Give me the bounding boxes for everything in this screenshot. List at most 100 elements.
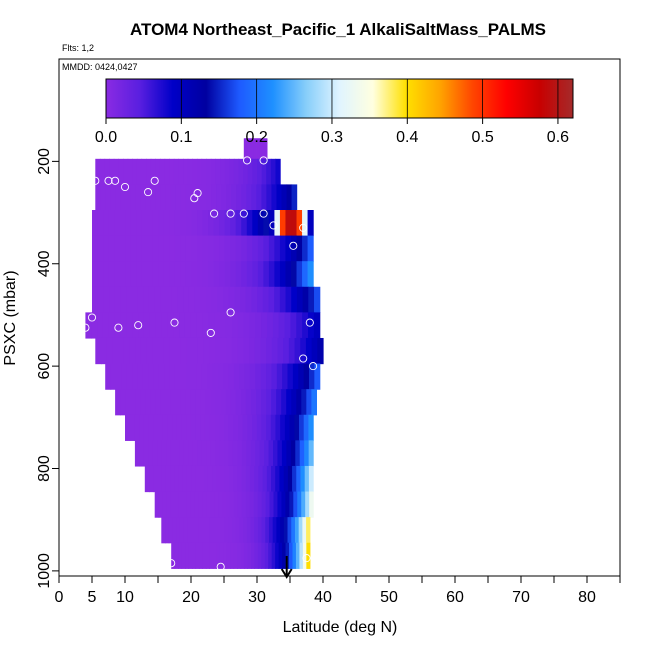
heatmap-cell bbox=[194, 286, 201, 313]
heatmap-cell bbox=[103, 235, 110, 262]
heatmap-cell bbox=[113, 158, 119, 186]
heatmap-cell bbox=[274, 261, 281, 288]
heatmap-cell bbox=[247, 542, 252, 569]
heatmap-cell bbox=[243, 312, 251, 339]
heatmap-cell bbox=[143, 414, 150, 441]
heatmap-cell bbox=[188, 286, 196, 313]
heatmap-cell bbox=[141, 158, 147, 186]
heatmap-cell bbox=[224, 465, 230, 493]
heatmap-cell bbox=[147, 261, 154, 288]
heatmap-cell bbox=[231, 184, 237, 211]
heatmap-cell bbox=[291, 184, 298, 211]
heatmap-cell bbox=[250, 440, 256, 467]
heatmap-cell bbox=[246, 184, 252, 211]
heatmap-cell bbox=[190, 491, 195, 518]
heatmap-cell bbox=[178, 465, 184, 493]
heatmap-cell bbox=[254, 465, 260, 493]
heatmap-cell bbox=[274, 210, 281, 237]
heatmap-cell bbox=[231, 517, 237, 544]
heatmap-cell bbox=[179, 312, 186, 339]
heatmap-cell bbox=[306, 542, 311, 569]
heatmap-cell bbox=[216, 184, 222, 211]
heatmap-cell bbox=[263, 235, 270, 262]
heatmap-cell bbox=[289, 414, 295, 441]
heatmap-cell bbox=[119, 210, 126, 237]
x-tick-label: 5 bbox=[88, 589, 97, 606]
heatmap-cell bbox=[161, 312, 169, 339]
heatmap-cell bbox=[194, 491, 199, 518]
data-point bbox=[81, 323, 90, 332]
heatmap-cell bbox=[161, 517, 166, 544]
heatmap-cell bbox=[208, 210, 215, 237]
heatmap-cell bbox=[313, 312, 321, 339]
heatmap-cell bbox=[279, 210, 287, 237]
heatmap-cell bbox=[123, 158, 129, 186]
heatmap-cell bbox=[255, 363, 262, 390]
heatmap-cell bbox=[308, 286, 315, 313]
heatmap-cell bbox=[241, 465, 247, 493]
heatmap-cell bbox=[292, 542, 297, 569]
heatmap-cell bbox=[136, 210, 143, 237]
heatmap-cell bbox=[308, 363, 315, 390]
heatmap-cell bbox=[256, 414, 262, 441]
heatmap-cell bbox=[220, 465, 226, 493]
heatmap-cell bbox=[211, 184, 217, 211]
heatmap-cell bbox=[210, 158, 217, 186]
heatmap-cell bbox=[239, 517, 244, 544]
heatmap-cell bbox=[245, 465, 251, 493]
heatmap-cell bbox=[250, 542, 255, 569]
heatmap-cell bbox=[143, 440, 149, 467]
heatmap-cell bbox=[270, 158, 277, 186]
heatmap-cell bbox=[153, 363, 160, 390]
heatmap-cell bbox=[274, 286, 281, 313]
heatmap-cell bbox=[202, 210, 209, 237]
heatmap-cell bbox=[130, 210, 137, 237]
x-tick-label: 20 bbox=[182, 589, 200, 606]
heatmap-cell bbox=[281, 491, 286, 518]
heatmap-cell bbox=[281, 184, 288, 211]
heatmap-cell bbox=[127, 158, 133, 186]
heatmap-cell bbox=[140, 389, 146, 416]
heatmap-cell bbox=[242, 414, 248, 441]
heatmap-cell bbox=[199, 465, 205, 493]
heatmap-cell bbox=[301, 491, 306, 518]
heatmap-cell bbox=[304, 440, 310, 467]
colorbar-tick-label: 0.3 bbox=[321, 129, 343, 146]
heatmap-cell bbox=[233, 363, 240, 390]
heatmap-cell bbox=[125, 210, 132, 237]
heatmap-cell bbox=[259, 440, 265, 467]
heatmap-cell bbox=[173, 158, 180, 186]
heatmap-cell bbox=[219, 210, 226, 237]
heatmap-cell bbox=[256, 184, 262, 211]
data-point bbox=[134, 321, 143, 330]
heatmap-cell bbox=[130, 261, 137, 288]
heatmap-cell bbox=[223, 414, 230, 441]
heatmap-cell bbox=[271, 363, 278, 390]
heatmap-cell bbox=[209, 542, 214, 569]
heatmap-cell bbox=[104, 158, 110, 186]
heatmap-cell bbox=[207, 363, 214, 390]
heatmap-cell bbox=[201, 363, 208, 390]
y-tick-label: 1000 bbox=[36, 553, 53, 589]
heatmap-cell bbox=[266, 312, 274, 339]
arrow-head bbox=[280, 568, 293, 579]
heatmap-cell bbox=[163, 261, 170, 288]
y-tick-label: 600 bbox=[36, 353, 53, 380]
heatmap-cell bbox=[203, 337, 210, 365]
heatmap-cell bbox=[249, 363, 256, 390]
heatmap-cell bbox=[210, 491, 215, 518]
heatmap-cell bbox=[213, 235, 220, 262]
heatmap-cell bbox=[220, 389, 227, 416]
heatmap-cell bbox=[281, 389, 287, 416]
heatmap-cell bbox=[180, 363, 187, 390]
x-tick-label: 10 bbox=[116, 589, 134, 606]
heatmap-cell bbox=[215, 158, 221, 186]
heatmap-cell bbox=[306, 389, 312, 416]
heatmap-cell bbox=[291, 286, 298, 313]
heatmap-cell bbox=[220, 517, 226, 544]
x-tick-label: 50 bbox=[380, 589, 398, 606]
heatmap-cell bbox=[186, 414, 192, 441]
heatmap-cell bbox=[190, 389, 197, 416]
heatmap-cell bbox=[198, 491, 203, 518]
